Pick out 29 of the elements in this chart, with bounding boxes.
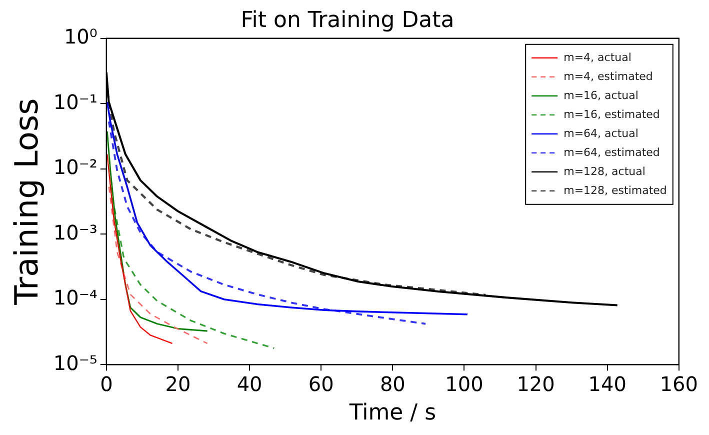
legend-label: m=64, actual [564, 126, 638, 140]
x-tick-label: 160 [660, 372, 698, 396]
x-tick-label: 120 [516, 372, 555, 396]
x-tick-label: 100 [445, 372, 484, 396]
legend-label: m=128, estimated [564, 184, 667, 197]
chart-title: Fit on Training Data [240, 8, 454, 33]
x-tick-label: 80 [380, 372, 406, 396]
legend-label: m=16, estimated [564, 108, 660, 121]
x-tick-label: 60 [308, 372, 334, 396]
legend-label: m=16, actual [564, 88, 638, 102]
legend-label: m=4, actual [564, 50, 632, 64]
legend-label: m=128, actual [564, 164, 646, 178]
x-tick-label: 140 [588, 372, 626, 396]
x-axis-title: Time / s [348, 400, 436, 426]
y-tick-label: 10⁻⁵ [53, 350, 98, 375]
y-tick-label: 10⁰ [64, 24, 98, 49]
y-axis-title: Training Loss [8, 98, 46, 306]
y-tick-label: 10⁻⁴ [53, 286, 98, 310]
line-series [108, 186, 208, 344]
y-tick-label: 10⁻² [53, 155, 98, 180]
x-tick-label: 40 [236, 372, 262, 396]
x-tick-label: 0 [100, 372, 113, 396]
y-tick-label: 10⁻¹ [53, 90, 98, 114]
line-series [110, 186, 276, 350]
y-tick-label: 10⁻³ [53, 220, 98, 244]
legend-label: m=4, estimated [564, 70, 653, 83]
x-tick-label: 20 [165, 372, 191, 396]
legend-label: m=64, estimated [564, 146, 660, 159]
line-series [108, 120, 427, 325]
